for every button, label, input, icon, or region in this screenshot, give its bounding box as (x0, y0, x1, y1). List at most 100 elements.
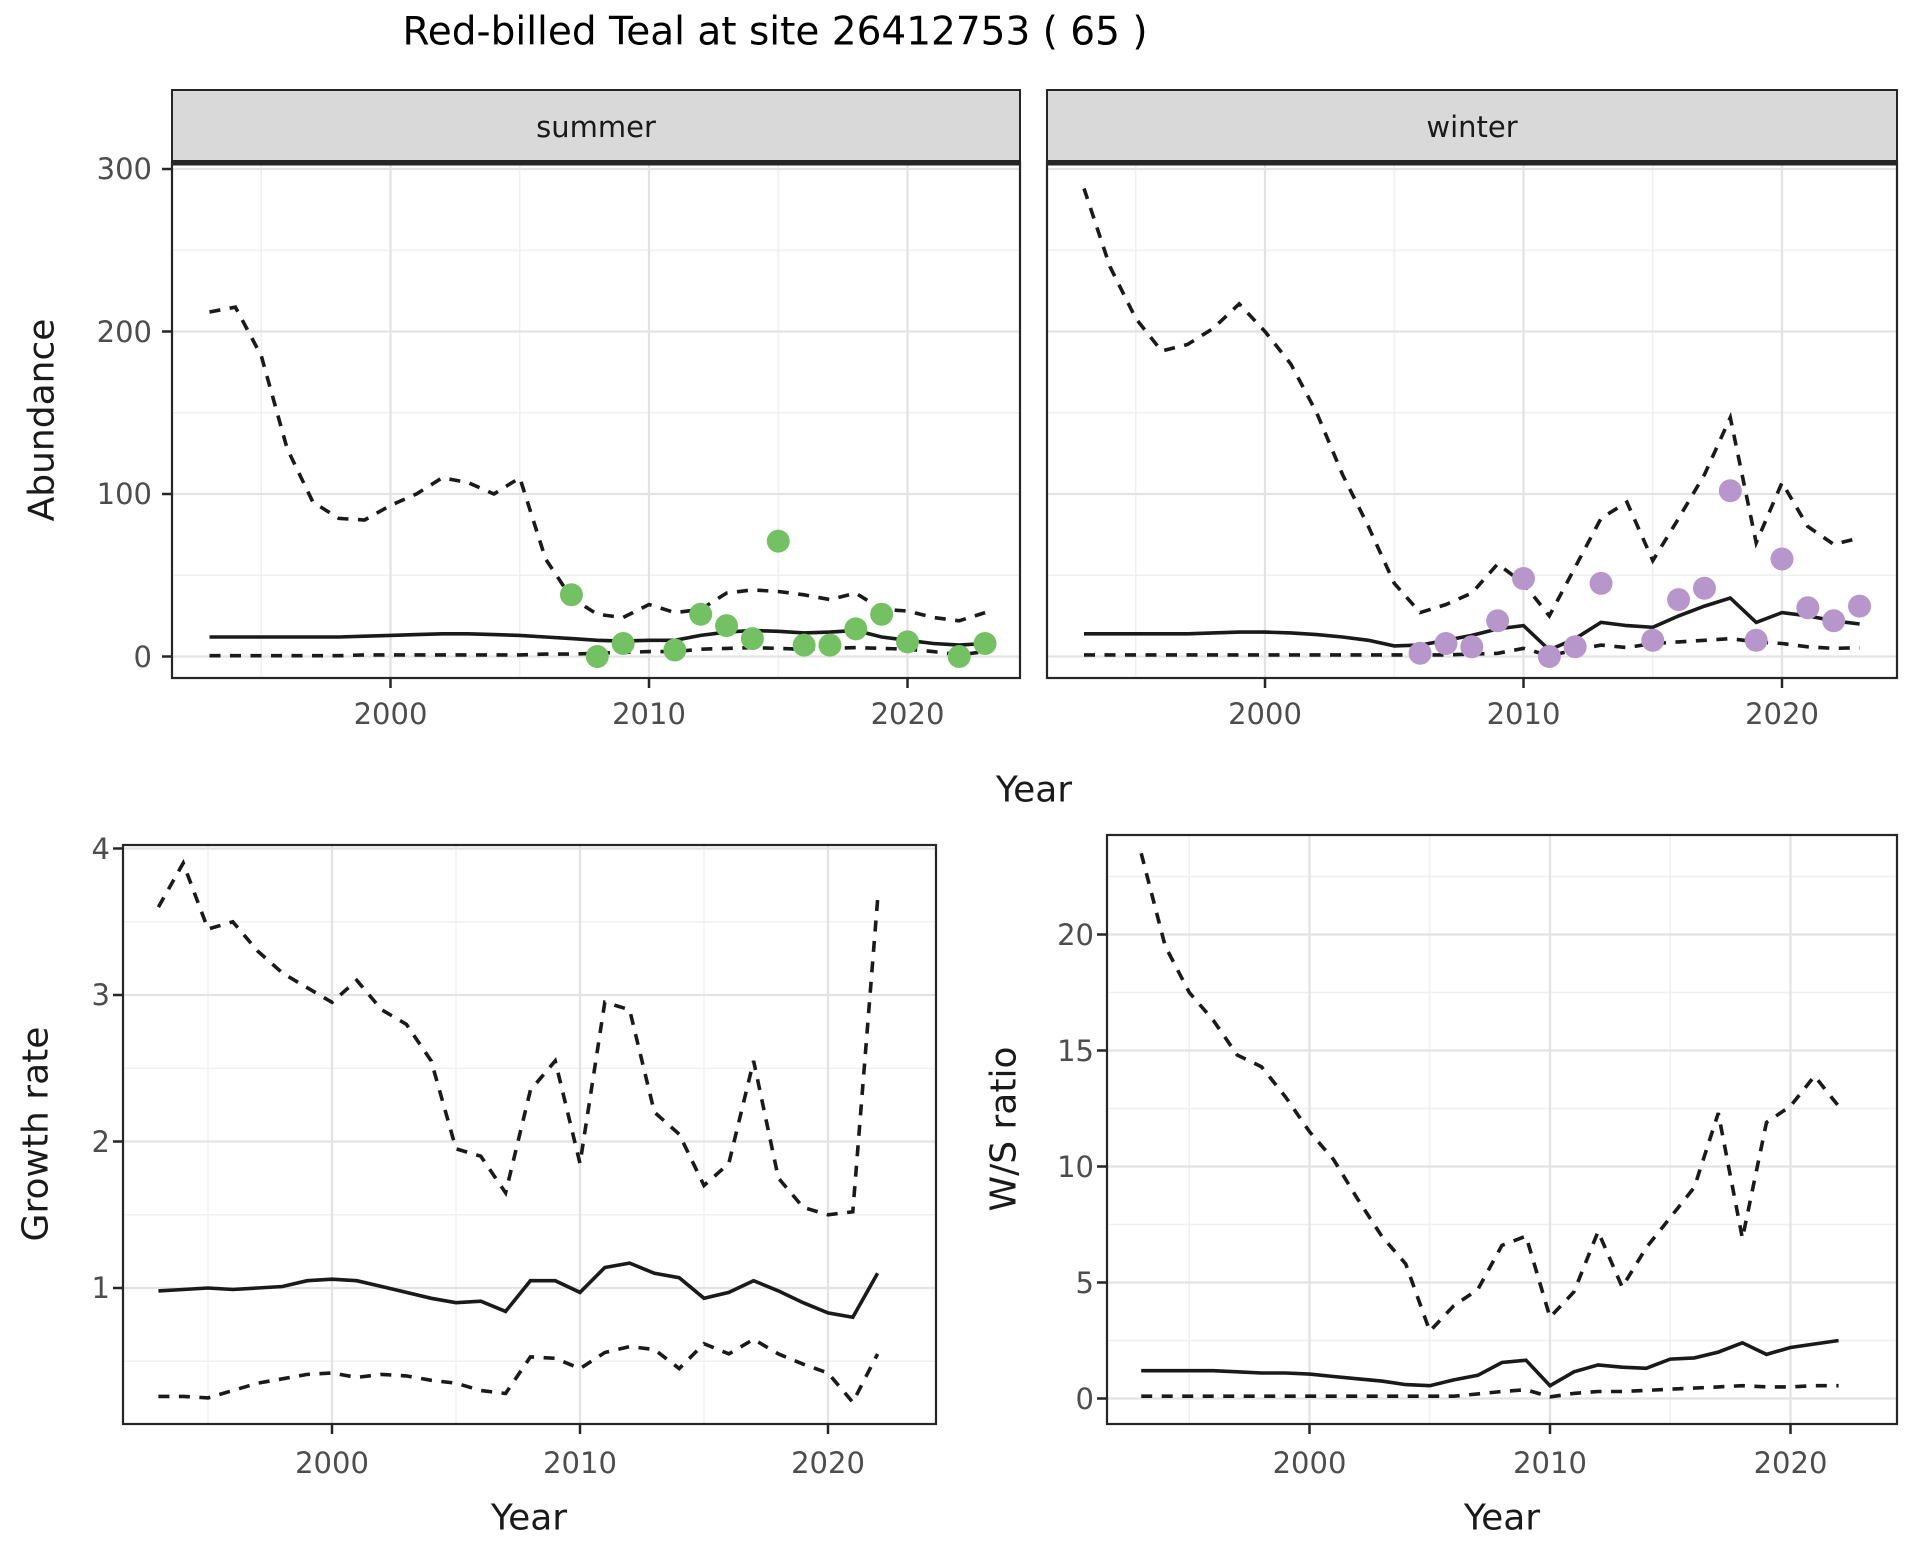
y-tick-label: 10 (1057, 1149, 1094, 1184)
median-line (158, 1261, 880, 1320)
y-tick-label: 300 (96, 152, 152, 186)
y-tick-label: 0 (133, 639, 152, 674)
observation-points (1408, 479, 1872, 668)
x-tick-label: 2000 (353, 697, 428, 731)
observation-point (1434, 632, 1458, 655)
observation-point (1641, 628, 1665, 652)
observation-point (1770, 547, 1794, 571)
observation-point (663, 638, 687, 662)
panel-background (172, 162, 1020, 678)
panel-border (121, 843, 938, 1426)
x-tick-label: 2000 (1228, 697, 1302, 731)
observation-point (1744, 628, 1768, 652)
facet-strip (171, 89, 1021, 162)
x-tick-label: 2010 (1513, 1446, 1587, 1480)
panel-background (1047, 162, 1897, 678)
observation-point (1537, 645, 1561, 668)
facet-panel-ws-ratio (1097, 833, 1899, 1434)
lower-95-ci-line (1141, 1383, 1839, 1399)
observation-point (818, 633, 842, 657)
upper-95-ci-line (1139, 852, 1841, 1335)
x-tick-label: 2010 (612, 697, 686, 731)
gridlines (1107, 835, 1897, 1424)
facet-panel-abundance-winter (1045, 89, 1899, 688)
x-tick-label: 2010 (543, 1446, 617, 1480)
upper-95-ci-line (1082, 187, 1861, 620)
observation-point (715, 614, 739, 638)
x-tick-label: 2000 (1272, 1446, 1347, 1480)
y-tick-label: 4 (91, 831, 110, 866)
axis-ticks (1263, 679, 1784, 688)
observation-point (1822, 609, 1846, 633)
facet-strip-label-summer: summer (536, 109, 656, 144)
y-tick-label: 100 (96, 477, 152, 511)
observation-point (611, 632, 635, 655)
y-tick-label: 20 (1057, 917, 1094, 952)
facet-panel-abundance-summer (162, 89, 1022, 688)
growth-rate-axis-label: Growth rate (15, 1026, 57, 1242)
observation-point (973, 632, 997, 655)
abundance-axis-label: Abundance (21, 318, 63, 522)
y-tick-label: 1 (91, 1271, 110, 1305)
observation-point (1589, 571, 1613, 595)
observation-point (1796, 596, 1820, 620)
y-tick-label: 0 (1075, 1381, 1094, 1416)
facet-strip-label-winter: winter (1426, 109, 1518, 144)
observation-point (689, 602, 713, 626)
lower-95-ci-line (158, 1337, 880, 1406)
observation-point (947, 645, 971, 668)
y-tick-label: 5 (1075, 1265, 1094, 1300)
median-line (1141, 1338, 1839, 1388)
observation-points (559, 529, 997, 668)
observation-point (870, 602, 894, 626)
panel-background (1107, 835, 1897, 1424)
observation-point (1563, 635, 1587, 659)
observation-point (1512, 567, 1535, 590)
series-group (1139, 852, 1841, 1399)
upper-95-ci-line (156, 858, 880, 1217)
observation-point (1408, 641, 1432, 665)
ws-year-axis-label: Year (1463, 1497, 1541, 1539)
x-tick-label: 2000 (295, 1446, 369, 1480)
observation-point (844, 617, 868, 641)
x-tick-label: 2020 (1745, 697, 1819, 731)
observation-point (559, 583, 583, 607)
y-tick-label: 200 (96, 314, 152, 349)
x-tick-label: 2020 (870, 697, 945, 731)
observation-point (1486, 609, 1510, 633)
axis-ticks (162, 167, 909, 688)
series-group (156, 858, 880, 1406)
axis-ticks (113, 847, 830, 1434)
growth-year-axis-label: Year (490, 1497, 568, 1539)
observation-point (585, 645, 609, 668)
x-tick-label: 2020 (1753, 1446, 1828, 1480)
ws-ratio-axis-label: W/S ratio (983, 1046, 1025, 1212)
observation-point (766, 529, 790, 553)
observation-point (1667, 588, 1691, 612)
y-tick-label: 2 (91, 1124, 110, 1159)
x-tick-label: 2020 (791, 1446, 865, 1480)
lower-95-ci-line (209, 645, 986, 658)
x-tick-label: 2010 (1486, 697, 1561, 731)
y-tick-label: 15 (1057, 1033, 1094, 1068)
top-year-axis-label: Year (995, 769, 1073, 811)
y-tick-label: 3 (91, 978, 110, 1012)
observation-point (1718, 479, 1742, 503)
axis-ticks (1097, 933, 1792, 1434)
upper-95-ci-line (209, 305, 986, 623)
gridlines (172, 162, 1020, 678)
observation-point (792, 633, 816, 657)
facet-panel-growth-rate (113, 843, 938, 1434)
gridlines (1047, 162, 1897, 678)
panel-border (1105, 833, 1899, 1426)
observation-point (1692, 576, 1716, 600)
lower-95-ci-line (1084, 636, 1860, 658)
panel-background (123, 845, 936, 1424)
observation-point (740, 627, 764, 651)
plot-title: Red-billed Teal at site 26412753 ( 65 ) (402, 9, 1148, 55)
observation-point (1848, 594, 1872, 618)
facet-strip (1046, 89, 1898, 162)
observation-point (896, 630, 919, 654)
